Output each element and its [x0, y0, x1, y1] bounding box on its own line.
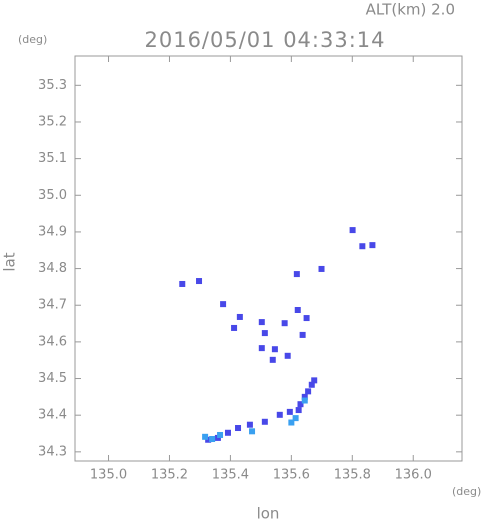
y-tick-label: 34.6	[38, 334, 67, 349]
y-tick-label: 34.7	[38, 298, 67, 313]
echo-point	[249, 428, 256, 435]
echo-point	[269, 356, 276, 363]
echo-point	[231, 324, 238, 331]
x-tick-label: 136.0	[395, 468, 432, 483]
x-tick-label: 135.8	[334, 468, 371, 483]
echo-point	[179, 280, 186, 287]
x-tick-label: 135.2	[151, 468, 188, 483]
x-tick-label: 135.6	[273, 468, 310, 483]
echo-point	[209, 436, 216, 443]
echo-point	[299, 331, 306, 338]
y-tick-label: 35.0	[38, 188, 67, 203]
echo-point	[271, 346, 278, 353]
echo-point	[224, 429, 231, 436]
echo-point	[359, 243, 366, 250]
echo-point	[205, 436, 212, 443]
y-tick-label: 34.3	[38, 444, 67, 459]
echo-point	[258, 319, 265, 326]
x-unit: (deg)	[452, 485, 481, 498]
echo-point	[202, 433, 209, 440]
echo-point	[246, 421, 253, 428]
echo-point	[217, 431, 224, 438]
y-tick-label: 35.2	[38, 114, 67, 129]
echo-point	[311, 377, 318, 384]
echo-point	[301, 397, 308, 404]
x-tick-label: 135.4	[212, 468, 249, 483]
echo-point	[303, 315, 310, 322]
plot-frame	[74, 55, 463, 462]
y-tick-label: 34.5	[38, 371, 67, 386]
echo-point	[301, 393, 308, 400]
echo-point	[235, 425, 242, 432]
echo-point	[261, 418, 268, 425]
x-axis-title: lon	[257, 505, 280, 521]
y-tick-label: 34.9	[38, 224, 67, 239]
echo-point	[294, 306, 301, 313]
echo-point	[369, 242, 376, 249]
echo-point	[258, 345, 265, 352]
echo-point	[293, 271, 300, 278]
chart-title: 2016/05/01 04:33:14	[144, 28, 385, 52]
y-unit: (deg)	[18, 33, 47, 46]
y-axis-title: lat	[1, 252, 19, 271]
echo-point	[305, 388, 312, 395]
echo-point	[318, 265, 325, 272]
echo-point	[295, 407, 302, 414]
echo-point	[261, 330, 268, 337]
y-tick-label: 35.1	[38, 151, 67, 166]
echo-point	[286, 408, 293, 415]
x-tick-label: 135.0	[90, 468, 127, 483]
y-tick-label: 35.3	[38, 78, 67, 93]
echo-point	[276, 411, 283, 418]
echo-point	[196, 278, 203, 285]
altitude-annotation: ALT(km) 2.0	[366, 1, 455, 19]
echo-point	[288, 419, 295, 426]
echo-point	[292, 415, 299, 422]
echo-point	[220, 301, 227, 308]
echo-point	[236, 313, 243, 320]
echo-point	[297, 401, 304, 408]
echo-point	[349, 227, 356, 234]
y-tick-label: 34.8	[38, 261, 67, 276]
echo-point	[281, 320, 288, 327]
y-tick-label: 34.4	[38, 408, 67, 423]
echo-point	[308, 381, 315, 388]
echo-point	[284, 352, 291, 359]
